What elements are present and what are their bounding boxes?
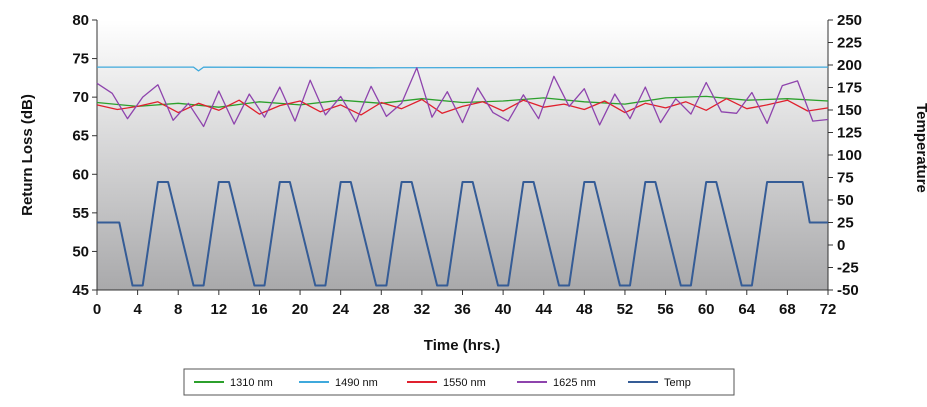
series-line-1490-nm (97, 66, 829, 72)
y2-tick-label: 200 (837, 57, 862, 74)
legend-label: 1550 nm (443, 377, 486, 389)
series-line-1310-nm (96, 95, 829, 108)
x-tick-label: 72 (820, 301, 837, 318)
x-tick-label: 0 (93, 301, 101, 318)
x-tick-label: 28 (373, 301, 390, 318)
x-tick-label: 44 (535, 301, 552, 318)
x-tick-label: 12 (210, 301, 227, 318)
x-tick-label: 36 (454, 301, 471, 318)
y-tick-label: 55 (72, 205, 89, 222)
y-tick-label: 75 (72, 51, 89, 68)
legend-label: 1490 nm (335, 377, 378, 389)
tick-labels: 0 4 8 12 16 20 24 28 32 36 40 44 48 52 56 60 64 68 7245505… (72, 12, 862, 318)
series-line-1550-nm (96, 98, 829, 116)
series-line-temp (97, 181, 828, 287)
x-tick-label: 16 (251, 301, 268, 318)
axes (92, 19, 833, 295)
y2-tick-label: 150 (837, 102, 862, 119)
x-tick-label: 40 (495, 301, 512, 318)
y2-tick-label: 75 (837, 170, 854, 187)
y2-tick-label: 0 (837, 237, 845, 254)
legend-label: 1310 nm (230, 377, 273, 389)
x-tick-label: 20 (292, 301, 309, 318)
x-tick-label: 64 (738, 301, 755, 318)
y-tick-label: 80 (72, 12, 89, 29)
plot-area (97, 20, 828, 290)
x-tick-label: 52 (617, 301, 634, 318)
x-tick-label: 4 (133, 301, 142, 318)
y2-tick-label: -50 (837, 282, 859, 299)
x-axis-title: Time (hrs.) (424, 337, 500, 354)
legend-label: Temp (664, 377, 691, 389)
y-tick-label: 70 (72, 89, 89, 106)
y-tick-label: 45 (72, 282, 89, 299)
x-tick-label: 56 (657, 301, 674, 318)
legend-label: 1625 nm (553, 377, 596, 389)
y2-axis-title: Temperature (913, 103, 927, 193)
y2-tick-label: 125 (837, 125, 862, 142)
y2-tick-label: -25 (837, 260, 859, 277)
series-lines (96, 66, 829, 287)
legend: 1310 nm 1490 nm 1550 nm 1625 nm Temp (183, 368, 735, 396)
y2-tick-label: 175 (837, 80, 862, 97)
y2-tick-label: 25 (837, 215, 854, 232)
series-line-1625-nm (96, 67, 829, 128)
x-tick-label: 8 (174, 301, 182, 318)
y2-tick-label: 250 (837, 12, 862, 29)
x-tick-label: 60 (698, 301, 715, 318)
x-tick-label: 48 (576, 301, 593, 318)
y2-tick-label: 100 (837, 147, 862, 164)
x-tick-label: 24 (332, 301, 349, 318)
x-tick-label: 68 (779, 301, 796, 318)
x-tick-label: 32 (414, 301, 431, 318)
y-axis-title: Return Loss (dB) (19, 94, 36, 216)
y-tick-label: 65 (72, 128, 89, 145)
y-tick-label: 50 (72, 243, 89, 260)
y2-tick-label: 50 (837, 192, 854, 209)
y2-tick-label: 225 (837, 35, 862, 52)
y-tick-label: 60 (72, 166, 89, 183)
